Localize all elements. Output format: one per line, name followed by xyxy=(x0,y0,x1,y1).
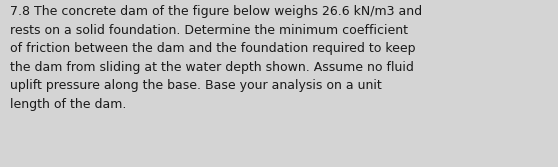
Text: 7.8 The concrete dam of the figure below weighs 26.6 kN/m3 and
rests on a solid : 7.8 The concrete dam of the figure below… xyxy=(10,5,422,111)
